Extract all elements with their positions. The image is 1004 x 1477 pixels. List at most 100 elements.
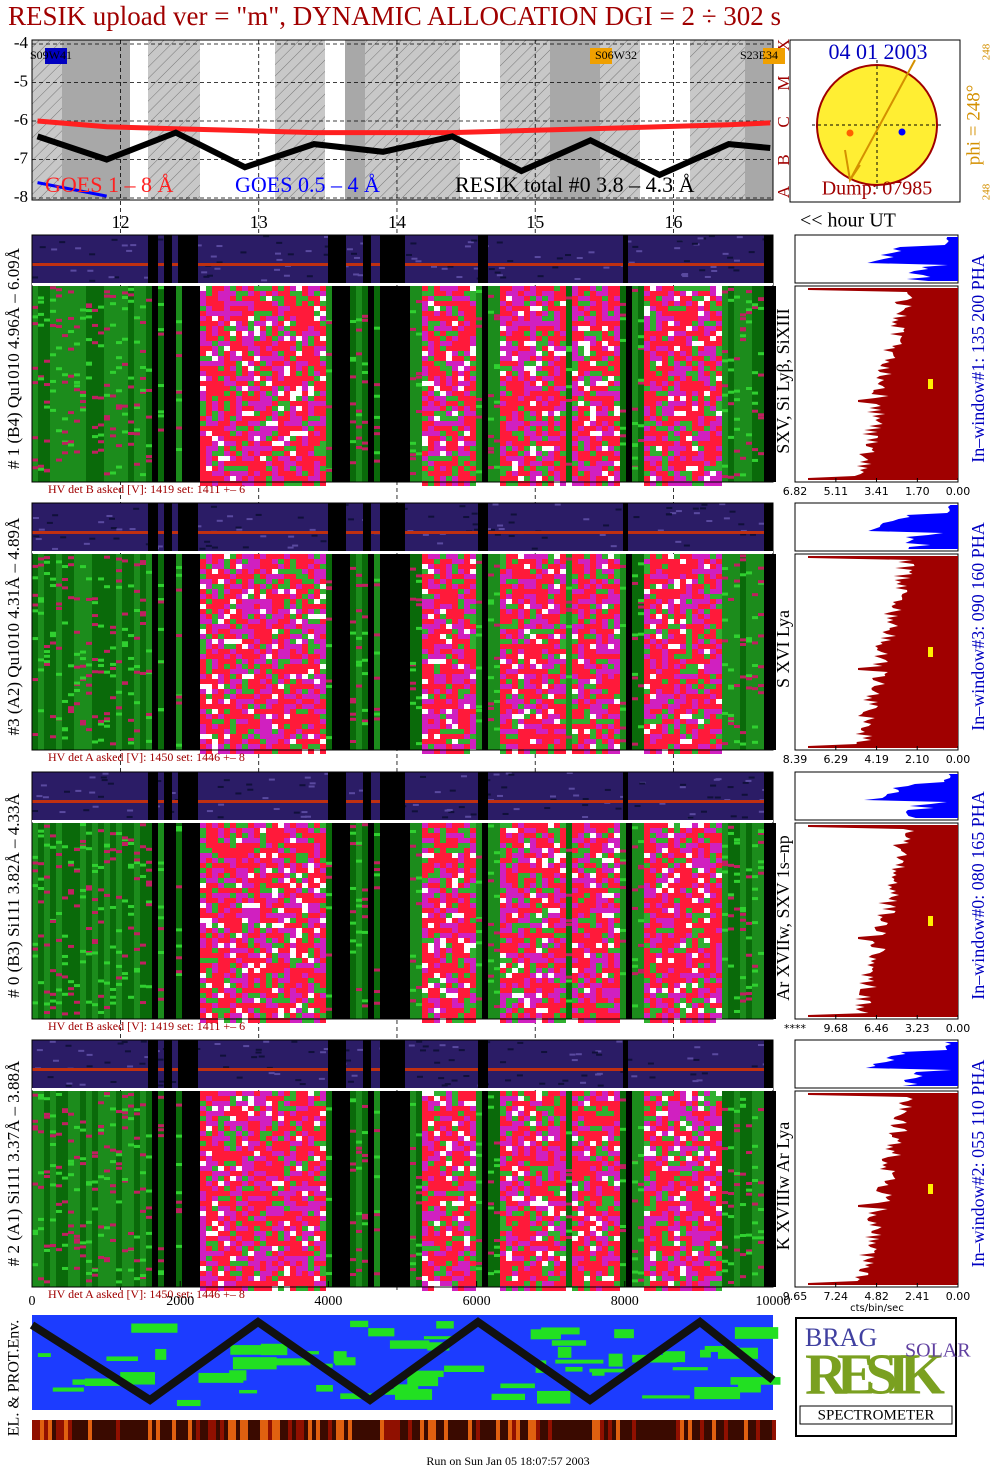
strip-speckle <box>205 544 212 547</box>
spectrum-cell <box>614 471 620 476</box>
spectrum-cell <box>248 376 254 381</box>
spectrum-cell <box>512 446 518 451</box>
spectrum-cell <box>440 589 446 594</box>
spectrum-cell <box>512 286 518 291</box>
goes-frame <box>31 39 774 201</box>
spectrum-cell <box>530 689 536 694</box>
spectrum-cell <box>500 336 506 341</box>
spectrum-cell <box>440 564 446 569</box>
spectrum-cell <box>440 456 446 461</box>
spectrum-cell <box>242 416 248 421</box>
spectrum-cell <box>320 719 326 724</box>
spectrum-cell <box>242 644 248 649</box>
spectrum-cell <box>716 371 722 376</box>
spectrum-cell <box>518 739 524 744</box>
spectrum-cell <box>278 296 284 301</box>
spectrum-cell <box>284 704 290 709</box>
spectrum-cell <box>206 614 212 619</box>
spectrum-cell <box>206 451 212 456</box>
strip-speckle <box>699 269 706 272</box>
spectrum-cell <box>548 441 554 446</box>
spectrum-cell <box>596 421 602 426</box>
spectrum-cell <box>458 744 464 749</box>
spectrum-cell <box>434 341 440 346</box>
spectrum-cell <box>248 456 254 461</box>
spectrum-cell <box>212 594 218 599</box>
spectrum-cell <box>506 699 512 704</box>
spectrum-cell <box>290 559 296 564</box>
spectrum-cell <box>584 346 590 351</box>
spectrum-cell <box>536 346 542 351</box>
region-marker <box>763 48 785 64</box>
spectrum-cell <box>272 476 278 481</box>
spectrum-cell <box>458 286 464 291</box>
spectrum-cell <box>314 734 320 739</box>
spectrum-cell <box>230 584 236 589</box>
spectrum-cell <box>260 704 266 709</box>
region-marker <box>590 48 612 64</box>
spectrum-cell <box>542 476 548 481</box>
spectrum-cell <box>200 336 206 341</box>
spectrum-cell <box>440 689 446 694</box>
spectrum-cell <box>212 331 218 336</box>
spectrum-streak <box>140 388 146 392</box>
spectrum-cell <box>716 301 722 306</box>
spectrum-cell <box>584 396 590 401</box>
spectrum-cell <box>266 471 272 476</box>
spectrum-streak <box>92 657 98 661</box>
spectrum-cell <box>296 569 302 574</box>
spectrum-cell <box>536 574 542 579</box>
spectrum-streak <box>38 323 44 327</box>
spectrum-cell <box>236 729 242 734</box>
strip-speckle <box>283 274 290 277</box>
spectrum-cell <box>674 341 680 346</box>
spectrum-cell <box>704 476 710 481</box>
spectrum-streak <box>104 415 110 419</box>
spectrum-cell <box>224 704 230 709</box>
spectrum-cell <box>290 669 296 674</box>
occultation-band <box>460 40 500 200</box>
spectrum-streak <box>566 368 572 372</box>
spectrum-cell <box>422 296 428 301</box>
data-gap <box>398 554 404 750</box>
spectrum-cell <box>206 599 212 604</box>
spectrum-streak <box>176 695 182 699</box>
spectrum-streak <box>476 719 482 723</box>
strip-speckle <box>309 528 316 531</box>
spectrum-cell <box>530 436 536 441</box>
spectrum-cell <box>434 569 440 574</box>
spectrum-cell <box>254 629 260 634</box>
spectrum-cell <box>278 351 284 356</box>
spectrum-cell <box>458 291 464 296</box>
spectrum-cell <box>554 321 560 326</box>
spectrum-cell <box>542 356 548 361</box>
spectrum-cell <box>428 326 434 331</box>
spectrum-cell <box>584 401 590 406</box>
spectrum-cell <box>542 386 548 391</box>
strip-speckle <box>447 265 454 268</box>
spectrum-column <box>56 286 62 482</box>
spectrum-cell <box>434 739 440 744</box>
spectrum-cell <box>578 386 584 391</box>
spectrum-cell <box>242 381 248 386</box>
strip-speckle <box>89 279 96 282</box>
spectrum-cell <box>470 321 476 326</box>
spectrum-cell <box>236 341 242 346</box>
spectrum-cell <box>548 321 554 326</box>
spectrum-streak <box>410 661 416 665</box>
spectrum-cell <box>308 694 314 699</box>
spectrum-cell <box>440 386 446 391</box>
spectrum-cell <box>296 614 302 619</box>
strip-speckle <box>632 245 639 248</box>
spectrum-cell <box>464 391 470 396</box>
spectrum-cell <box>308 291 314 296</box>
spectrum-streak <box>740 334 746 338</box>
spectrum-cell <box>506 336 512 341</box>
spectrum-cell <box>452 689 458 694</box>
spectrum-cell <box>602 386 608 391</box>
spectrum-streak <box>74 702 80 706</box>
spectrum-cell <box>530 341 536 346</box>
spectrum-cell <box>716 296 722 301</box>
spectrum-cell <box>272 699 278 704</box>
spectrum-cell <box>212 291 218 296</box>
